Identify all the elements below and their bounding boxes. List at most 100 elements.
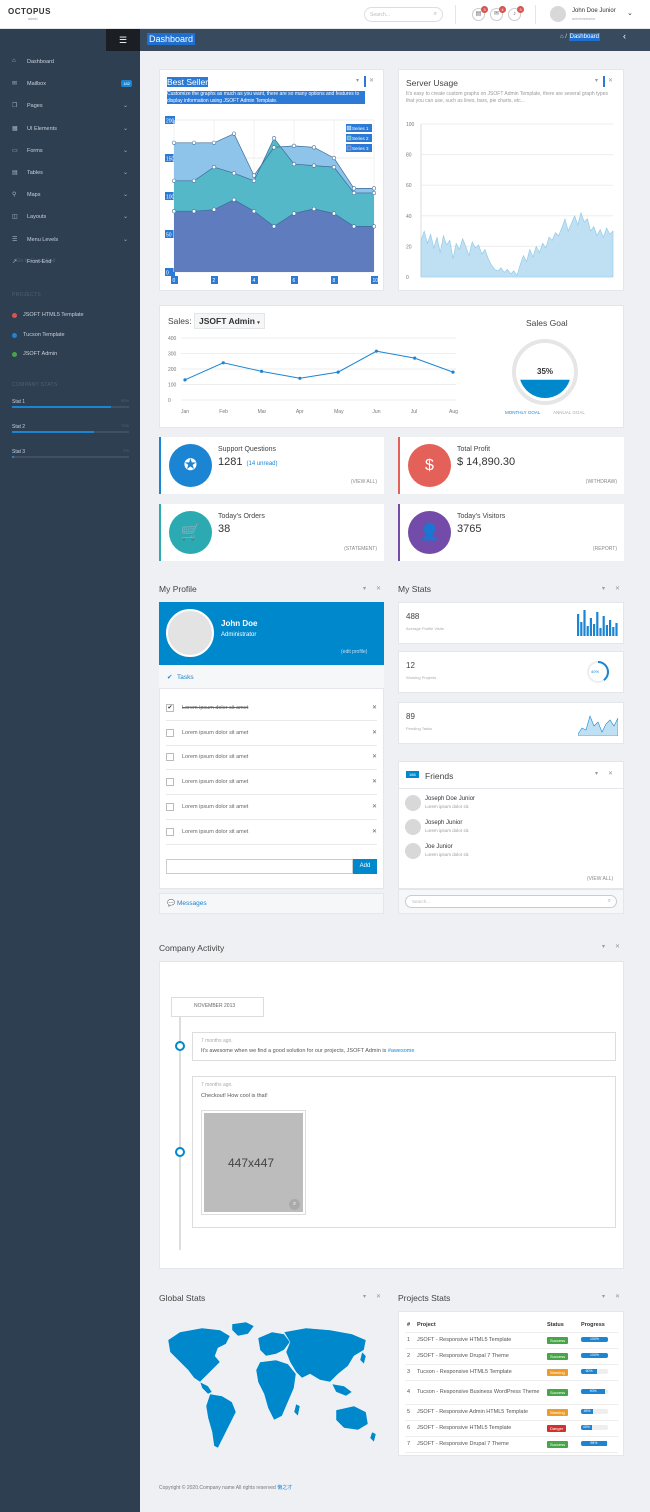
messages-badge: 4: [499, 6, 506, 13]
sidebar-item-ui-elements[interactable]: ▦ UI Elements ⌄: [12, 125, 134, 135]
task-checkbox[interactable]: [166, 778, 174, 787]
task-checkbox[interactable]: ✔: [166, 704, 174, 712]
sales-dropdown[interactable]: JSOFT Admin ▾: [194, 313, 265, 329]
collapse-icon[interactable]: ▾: [602, 944, 606, 950]
close-icon[interactable]: ✕: [615, 1294, 621, 1300]
sidebar-item-layouts[interactable]: ◫ Layouts ⌄: [12, 213, 134, 223]
timeline-month: [171, 997, 264, 1017]
new-task-input[interactable]: [166, 859, 353, 874]
data-point: [231, 197, 237, 202]
summary-link[interactable]: (WITHDRAW): [585, 479, 617, 485]
x-tick-bg: [291, 276, 298, 284]
task-item: Lorem ipsum dolor sit amet ✕: [166, 746, 377, 771]
collapse-icon[interactable]: ▾: [356, 78, 360, 84]
edit-profile-link[interactable]: (edit profile): [341, 649, 368, 655]
collapse-icon[interactable]: ▾: [602, 586, 606, 592]
home-icon[interactable]: ⌂: [560, 34, 564, 40]
user-avatar[interactable]: [550, 6, 566, 22]
progress-fill: 90%: [581, 1389, 606, 1395]
friends-view-all[interactable]: (VIEW ALL): [587, 876, 614, 882]
x-tick-label: 0: [171, 276, 178, 284]
post-image[interactable]: [204, 1113, 303, 1212]
top-search-input[interactable]: Search...: [370, 11, 391, 18]
usage-area: [420, 211, 614, 278]
zoom-icon[interactable]: ⌕: [289, 1199, 300, 1210]
remove-task-icon[interactable]: ✕: [371, 729, 377, 736]
life-ring-icon: ✪: [169, 444, 212, 487]
close-icon[interactable]: ✕: [376, 1294, 382, 1300]
friends-search-input[interactable]: Search...: [412, 899, 431, 904]
y-tick-label: 40: [406, 214, 412, 220]
task-checkbox[interactable]: [166, 728, 174, 737]
close-icon[interactable]: ✕: [615, 586, 621, 592]
chevron-down-icon: ⌄: [122, 125, 128, 132]
tab-annual-goal[interactable]: ANNUAL GOAL: [553, 410, 585, 415]
menu-toggle-icon[interactable]: ☰: [106, 29, 140, 51]
sidebar-project[interactable]: JSOFT Admin: [12, 350, 134, 360]
collapse-icon[interactable]: ▾: [363, 1294, 367, 1300]
y-tick-bg: [165, 116, 175, 124]
post-tag-link[interactable]: #awesome: [387, 1048, 415, 1054]
sidebar-item-tables[interactable]: ▤ Tables ⌄: [12, 169, 134, 179]
search-icon[interactable]: ⌕: [607, 898, 611, 904]
tab-monthly-goal[interactable]: MONTHLY GOAL: [505, 410, 541, 415]
search-icon[interactable]: ⌕: [433, 11, 437, 17]
sidebar-item-pages[interactable]: ❐ Pages ⌄: [12, 102, 134, 112]
friends-search[interactable]: Search... ⌕: [405, 895, 617, 908]
brand-logo[interactable]: OCTOPUS: [8, 7, 51, 16]
task-checkbox[interactable]: [166, 802, 174, 811]
collapse-icon[interactable]: ▾: [595, 78, 599, 84]
collapse-icon[interactable]: ▾: [363, 586, 367, 592]
task-checkbox[interactable]: [166, 753, 174, 762]
sidebar-item-forms[interactable]: ▭ Forms ⌄: [12, 147, 134, 157]
close-icon[interactable]: ✕: [376, 586, 382, 592]
sidebar-item-dashboard[interactable]: ⌂ Dashboard: [12, 58, 134, 68]
add-task-button[interactable]: Add: [353, 859, 377, 874]
collapse-icon[interactable]: ▾: [602, 1294, 606, 1300]
close-icon[interactable]: ✕: [608, 771, 614, 777]
friend-sub: Lorem ipsum dolor sit.: [425, 852, 470, 857]
summary-link[interactable]: (REPORT): [592, 546, 617, 552]
close-icon[interactable]: ✕: [369, 78, 375, 84]
user-name[interactable]: John Doe Junior: [572, 8, 616, 14]
task-checkbox[interactable]: [166, 827, 174, 836]
progress-fill: 100%: [581, 1337, 608, 1343]
friend-avatar: [405, 843, 421, 859]
sidebar-item-front-end[interactable]: ↗ Front-End Go to Front-End: [12, 258, 134, 268]
remove-task-icon[interactable]: ✕: [371, 828, 377, 835]
tasks-title[interactable]: Tasks: [177, 674, 194, 681]
messages-bar[interactable]: [159, 893, 384, 914]
remove-task-icon[interactable]: ✕: [371, 803, 377, 810]
summary-link[interactable]: (STATEMENT): [344, 546, 377, 552]
remove-task-icon[interactable]: ✕: [371, 779, 377, 786]
messages-label[interactable]: Messages: [177, 900, 207, 907]
remove-task-icon[interactable]: ✕: [371, 754, 377, 761]
sidebar-item-mailbox[interactable]: ✉ Mailbox 182: [12, 80, 134, 90]
chevron-down-icon[interactable]: ⌄: [627, 10, 633, 17]
sidebar-project[interactable]: JSOFT HTML5 Template: [12, 311, 134, 321]
breadcrumb-current[interactable]: Dashboard: [568, 33, 600, 41]
legend-label: Series 1: [352, 126, 369, 131]
y-tick-label: 50: [165, 230, 175, 239]
sidebar-item-menu-levels[interactable]: ☰ Menu Levels ⌄: [12, 236, 134, 246]
summary-extra[interactable]: (14 unread): [246, 461, 278, 467]
summary-link[interactable]: (VIEW ALL): [350, 479, 377, 485]
sidebar-item-maps[interactable]: ⚲ Maps ⌄: [12, 191, 134, 201]
collapse-icon[interactable]: ▾: [595, 771, 599, 777]
y-tick-bg: [165, 230, 175, 238]
status-badge: Success: [547, 1388, 569, 1396]
top-search[interactable]: Search... ⌕: [364, 7, 443, 22]
remove-task-icon[interactable]: ✕: [371, 705, 377, 711]
world-map[interactable]: [160, 1318, 382, 1458]
x-tick-text: 6: [293, 278, 296, 284]
sidebar-project[interactable]: Tucson Template: [12, 331, 134, 341]
footer-link[interactable]: 懒之才: [277, 1485, 293, 1491]
col-progress: Progress: [579, 1318, 618, 1333]
sidebar-stat-bar: [12, 406, 129, 408]
spark-bar: [586, 626, 589, 636]
close-icon[interactable]: ✕: [608, 78, 614, 84]
cell-progress: 40%: [579, 1420, 618, 1437]
divider: [364, 76, 366, 87]
close-icon[interactable]: ✕: [615, 944, 621, 950]
chevron-left-icon[interactable]: ‹: [623, 31, 626, 41]
